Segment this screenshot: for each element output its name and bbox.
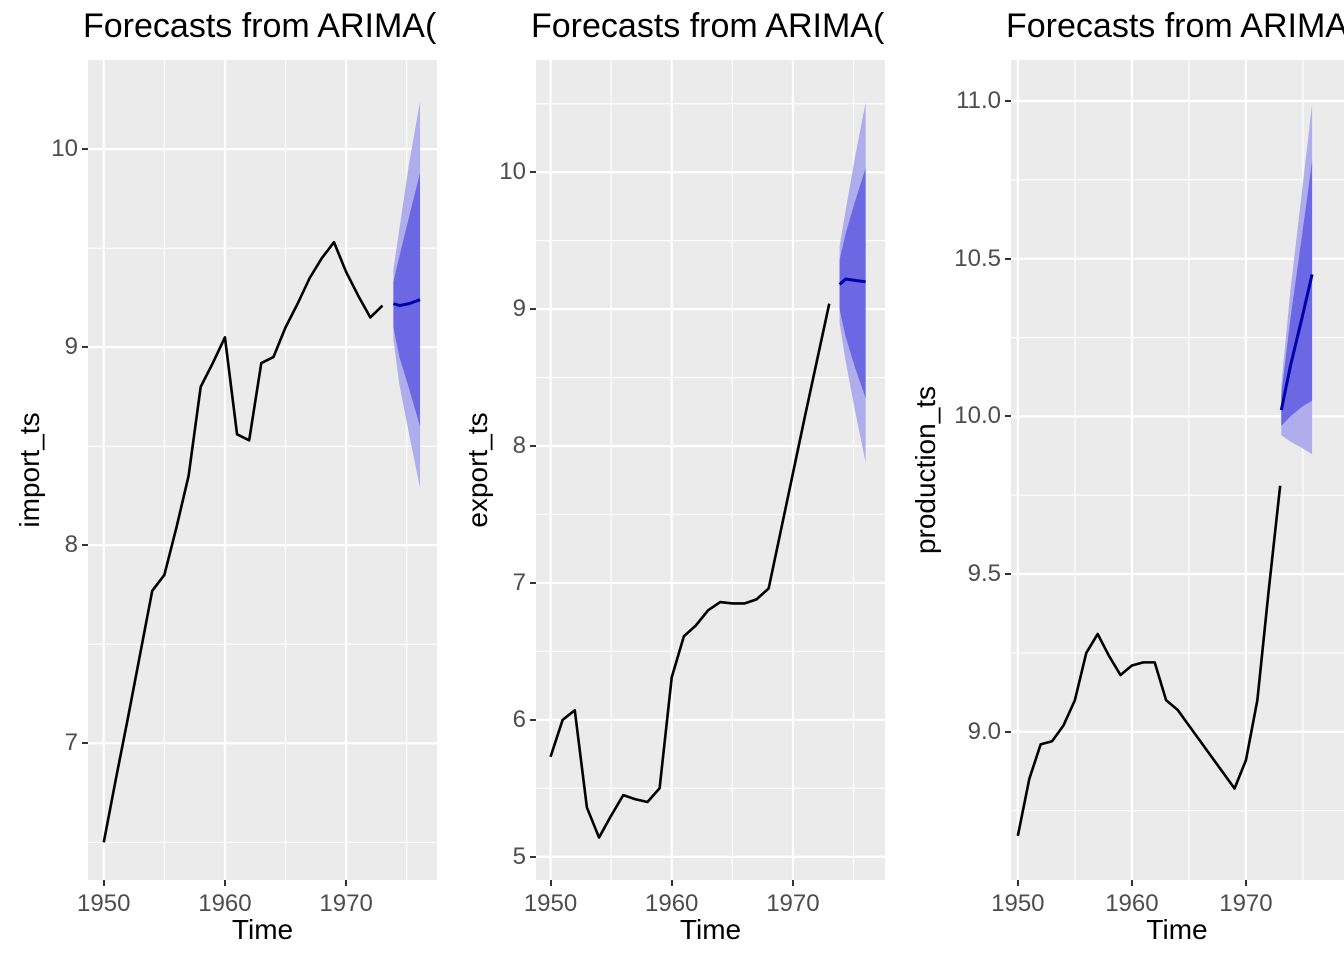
x-tick-mark — [345, 880, 348, 886]
plot-panel — [88, 60, 437, 880]
y-tick-label: 9 — [512, 295, 526, 323]
y-tick-mark — [530, 581, 536, 584]
x-tick-mark — [223, 880, 226, 886]
x-tick-label: 1960 — [1105, 890, 1159, 917]
x-tick-label: 1950 — [991, 890, 1045, 917]
x-tick-label: 1970 — [319, 890, 373, 917]
x-tick-mark — [1130, 880, 1133, 886]
x-tick-mark — [791, 880, 794, 886]
plot-title: Forecasts from ARIMA — [1006, 7, 1344, 45]
y-tick-mark — [1005, 415, 1011, 418]
y-tick-mark — [82, 148, 88, 151]
y-tick-label: 8 — [64, 531, 78, 559]
forecast-plot-production: Forecasts from ARIMA production_ts Time … — [896, 0, 1344, 960]
y-tick-label: 5 — [512, 842, 526, 870]
x-tick-label: 1950 — [523, 890, 578, 917]
forecast-plot-export: Forecasts from ARIMA( export_ts Time 195… — [448, 0, 896, 960]
observed-series-line — [1016, 485, 1282, 837]
y-tick-mark — [530, 855, 536, 858]
observed-series-line — [102, 240, 384, 843]
y-tick-label: 10.5 — [954, 244, 1001, 272]
y-axis-title: export_ts — [462, 412, 493, 528]
y-tick-mark — [82, 742, 88, 745]
y-tick-mark — [1005, 573, 1011, 576]
x-axis-title: Time — [1146, 914, 1208, 945]
plot-title: Forecasts from ARIMA( — [83, 7, 437, 45]
y-tick-label: 6 — [512, 705, 526, 733]
forecast-mean-line — [1279, 274, 1314, 411]
y-tick-label: 11.0 — [956, 87, 1001, 114]
plot-panel-svg — [1011, 60, 1344, 880]
forecast-plot-import: Forecasts from ARIMA( import_ts Time 195… — [0, 0, 448, 960]
y-tick-mark — [530, 445, 536, 448]
x-tick-mark — [1016, 880, 1019, 886]
forecast-mean-line — [838, 277, 866, 286]
y-tick-label: 9.5 — [967, 560, 1001, 588]
forecast-band-80 — [393, 172, 421, 427]
x-tick-mark — [670, 880, 673, 886]
y-tick-mark — [1005, 257, 1011, 260]
plot-title: Forecasts from ARIMA( — [531, 7, 885, 45]
y-tick-label: 10 — [499, 158, 526, 186]
plot-panel — [536, 60, 885, 880]
y-tick-label: 9 — [64, 333, 78, 361]
x-tick-label: 1950 — [77, 890, 131, 917]
y-tick-label: 7 — [512, 568, 526, 596]
x-tick-label: 1970 — [766, 890, 820, 917]
x-tick-label: 1960 — [198, 890, 252, 917]
x-tick-mark — [1244, 880, 1247, 886]
y-tick-mark — [530, 171, 536, 174]
plot-panel-svg — [536, 60, 885, 880]
x-tick-label: 1960 — [645, 890, 699, 917]
forecast-mean-line — [392, 298, 421, 308]
y-axis-title: import_ts — [14, 412, 45, 528]
plot-panel — [1011, 60, 1344, 880]
y-tick-label: 10.0 — [954, 402, 1001, 430]
x-tick-label: 1970 — [1219, 890, 1273, 917]
x-tick-mark — [549, 880, 552, 886]
observed-series-line — [549, 303, 831, 839]
plot-panel-svg — [88, 60, 437, 880]
x-tick-mark — [102, 880, 105, 886]
x-axis-title: Time — [679, 914, 742, 945]
y-tick-mark — [82, 544, 88, 547]
y-tick-mark — [82, 346, 88, 349]
y-tick-mark — [1005, 100, 1011, 102]
forecast-band-80 — [839, 168, 866, 399]
x-axis-title: Time — [231, 914, 294, 945]
y-tick-label: 7 — [64, 729, 78, 757]
y-tick-label: 9.0 — [967, 717, 1001, 745]
y-tick-label: 10 — [51, 135, 78, 163]
y-tick-mark — [530, 308, 536, 311]
y-tick-mark — [1005, 730, 1011, 733]
y-tick-label: 8 — [512, 432, 526, 460]
forecast-band-80 — [1281, 160, 1313, 426]
y-tick-mark — [530, 718, 536, 721]
